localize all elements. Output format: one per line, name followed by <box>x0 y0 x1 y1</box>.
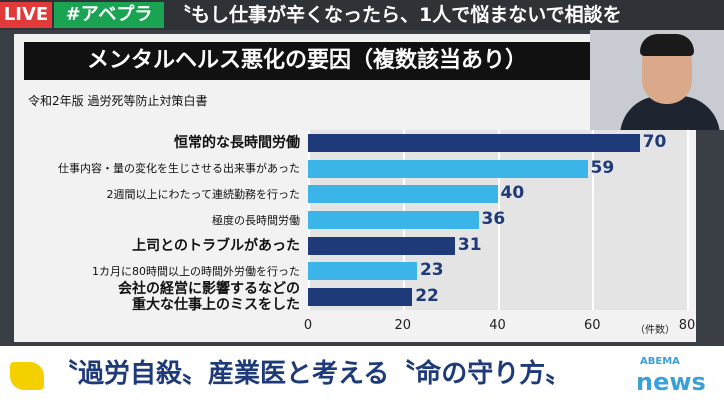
value-label: 59 <box>590 157 615 178</box>
category-label: 1カ月に80時間以上の時間外労働を行った <box>92 264 300 278</box>
value-label: 22 <box>415 286 439 307</box>
x-tick-label: 0 <box>303 318 313 333</box>
value-label: 70 <box>642 131 667 152</box>
chart-subtitle: 令和2年版 過労死等防止対策白書 <box>28 94 208 108</box>
logo-top: ABEMA <box>640 356 680 367</box>
bar <box>308 185 498 204</box>
hashtag: #アベプラ <box>54 2 164 28</box>
x-tick-label: 40 <box>489 318 506 333</box>
grid-line <box>592 130 595 310</box>
live-badge: LIVE <box>0 2 52 28</box>
caption-text: 〝過労自殺〟産業医と考える〝命の守り方〟 <box>52 359 572 389</box>
caption-bar <box>0 346 724 406</box>
value-label: 31 <box>457 234 482 255</box>
x-tick-label: 60 <box>583 318 601 333</box>
category-label: 会社の経営に影響するなどの 重大な仕事上のミスをした <box>118 281 300 314</box>
ticker: 〝もし仕事が辛くなったら、1人で悩まないで相談を <box>172 4 622 26</box>
category-label: 2週間以上にわたって連続勤務を行った <box>106 187 300 201</box>
chart-title: メンタルヘルス悪化の要因（複数該当あり） <box>24 42 590 80</box>
logo-bottom: news <box>636 368 706 396</box>
x-unit: （件数） <box>635 325 675 336</box>
bar <box>308 236 455 255</box>
bar <box>308 288 413 307</box>
category-label: 上司とのトラブルがあった <box>132 237 300 254</box>
value-label: 40 <box>500 183 525 204</box>
bar <box>308 211 479 229</box>
x-tick-label: 80 <box>678 318 696 333</box>
category-label: 恒常的な長時間労働 <box>174 134 300 151</box>
value-label: 36 <box>481 209 506 229</box>
grid-line <box>687 130 689 310</box>
category-label: 極度の長時間労働 <box>212 213 300 227</box>
bar <box>308 133 640 152</box>
grid-line <box>497 130 500 310</box>
video-inset <box>590 30 724 130</box>
person-hair <box>640 34 694 56</box>
bar <box>308 262 417 281</box>
x-tick-label: 20 <box>394 318 412 333</box>
value-label: 23 <box>419 260 444 281</box>
caption-icon <box>10 362 44 390</box>
category-label: 仕事内容・量の変化を生じさせる出来事があった <box>58 162 300 176</box>
bar <box>308 159 588 178</box>
